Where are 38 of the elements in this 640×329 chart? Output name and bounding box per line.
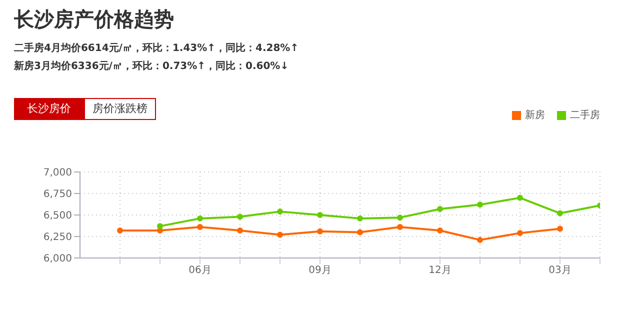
point xyxy=(317,228,323,234)
y-tick-label: 6,000 xyxy=(43,254,72,265)
point xyxy=(557,226,563,232)
text: 长沙房价 xyxy=(14,98,84,120)
point xyxy=(197,215,203,222)
point xyxy=(277,208,283,215)
x-tick-label: 03月 xyxy=(548,265,572,276)
point xyxy=(477,236,483,243)
point xyxy=(557,210,563,216)
point xyxy=(277,232,283,238)
point xyxy=(197,224,203,230)
x-tick-label: 06月 xyxy=(188,265,212,276)
y-tick-label: 6,750 xyxy=(43,189,72,200)
point xyxy=(237,214,243,220)
point xyxy=(437,206,443,212)
legend-label: 二手房 xyxy=(570,108,600,122)
point xyxy=(317,212,323,218)
text: 新房3月均价6336元/㎡，环比：0.73%↑，同比：0.60%↓ xyxy=(14,59,289,73)
y-tick-label: 7,000 xyxy=(43,168,72,179)
point xyxy=(517,194,523,201)
legend-label: 新房 xyxy=(525,108,545,122)
text: 二手房4月均价6614元/㎡，环比：1.43%↑，同比：4.28%↑ xyxy=(14,41,299,55)
point xyxy=(397,224,403,230)
point xyxy=(397,214,403,221)
point xyxy=(357,229,363,236)
y-tick-label: 6,250 xyxy=(43,232,72,244)
y-tick-label: 6,500 xyxy=(43,210,72,222)
point xyxy=(157,223,163,230)
point xyxy=(517,230,523,236)
x-tick-label: 09月 xyxy=(308,265,332,276)
chart-title: 长沙房产价格趋势 xyxy=(14,6,174,33)
point xyxy=(437,227,443,234)
point xyxy=(237,227,243,234)
text: 房价涨跌榜 xyxy=(84,98,156,120)
point xyxy=(477,202,483,208)
point xyxy=(117,227,123,234)
x-tick-label: 12月 xyxy=(428,265,452,276)
point xyxy=(357,215,363,222)
